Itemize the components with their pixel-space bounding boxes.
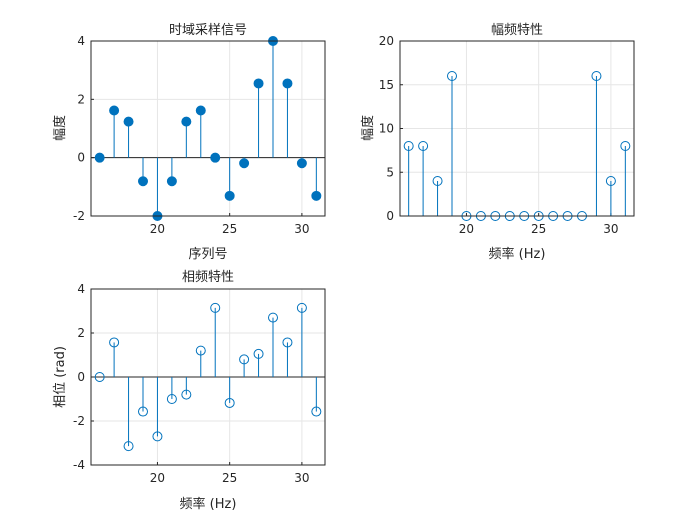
- stem-marker: [123, 441, 134, 452]
- axes-box: [90, 40, 326, 217]
- stem-marker: [224, 190, 235, 201]
- stem-marker: [591, 71, 602, 81]
- stem-marker: [195, 105, 206, 116]
- chart-time-domain: 时域采样信号 序列号 幅度 20 25 30 -2 0 2 4: [52, 23, 326, 262]
- stem-marker: [109, 337, 120, 348]
- x-tick-label: 25: [222, 471, 237, 485]
- stem-marker: [432, 176, 443, 186]
- stem-marker: [123, 116, 134, 127]
- y-tick-label: 4: [77, 282, 85, 296]
- y-tick-label: 2: [77, 326, 85, 340]
- stem-marker: [282, 78, 293, 89]
- y-tick-label: -2: [73, 414, 85, 428]
- stem-marker: [418, 141, 429, 151]
- stem-marker: [94, 372, 105, 382]
- y-axis-label: 幅度: [52, 115, 68, 141]
- stem-marker: [311, 190, 322, 201]
- stem-marker: [403, 141, 414, 151]
- stem-marker: [268, 312, 278, 323]
- x-tick-label: 25: [222, 222, 237, 236]
- x-tick-label: 25: [531, 222, 546, 236]
- y-tick-label: 0: [77, 151, 85, 165]
- y-tick-label: -4: [73, 458, 85, 472]
- x-axis-label: 频率 (Hz): [489, 246, 546, 262]
- chart-magnitude: 幅频特性 频率 (Hz) 幅度 20 25 30 0 5 10 15 20: [360, 23, 635, 262]
- y-tick-label: 20: [379, 34, 394, 48]
- stem-marker: [109, 105, 120, 116]
- y-tick-label: 0: [77, 370, 85, 384]
- stem-marker: [620, 141, 631, 151]
- stem-marker: [166, 394, 177, 404]
- stem-marker: [94, 152, 105, 163]
- chart-title: 幅频特性: [491, 23, 543, 38]
- stem-marker: [138, 406, 148, 417]
- stem-marker: [239, 158, 250, 169]
- stem-marker: [296, 302, 307, 313]
- x-tick-label: 30: [294, 471, 309, 485]
- stem-marker: [296, 158, 307, 169]
- stem-marker: [138, 176, 148, 187]
- chart-title: 时域采样信号: [169, 23, 247, 38]
- stem-marker: [152, 431, 163, 442]
- stem-marker: [447, 71, 457, 81]
- axes-box: [399, 40, 635, 217]
- y-tick-label: 2: [77, 92, 85, 106]
- stem-marker: [210, 152, 221, 163]
- stem-marker: [195, 345, 206, 356]
- x-tick-label: 20: [150, 471, 165, 485]
- y-tick-label: 5: [386, 165, 394, 179]
- stem-marker: [282, 337, 293, 348]
- stem-marker: [181, 116, 192, 127]
- stem-marker: [253, 78, 264, 89]
- stem-marker: [181, 389, 192, 400]
- stem-marker: [239, 354, 250, 365]
- chart-phase: 相频特性 频率 (Hz) 相位 (rad) 20 25 30 -4 -2 0 2 4: [53, 270, 326, 512]
- axes-box: [90, 288, 326, 466]
- chart-title: 相频特性: [182, 270, 234, 285]
- y-tick-label: 10: [379, 122, 394, 136]
- x-axis-label: 频率 (Hz): [180, 496, 237, 512]
- stem-marker: [210, 302, 221, 313]
- x-tick-label: 30: [294, 222, 309, 236]
- y-tick-label: 4: [77, 34, 85, 48]
- y-axis-label: 相位 (rad): [53, 346, 68, 408]
- x-tick-label: 20: [150, 222, 165, 236]
- stem-marker: [311, 406, 322, 417]
- stem-marker: [605, 176, 616, 186]
- x-tick-label: 30: [603, 222, 618, 236]
- x-axis-label: 序列号: [188, 247, 227, 262]
- y-axis-label: 幅度: [360, 115, 376, 141]
- stem-marker: [166, 176, 177, 187]
- stem-marker: [253, 348, 264, 359]
- stem-marker: [224, 397, 235, 408]
- y-tick-label: 0: [386, 209, 394, 223]
- y-tick-label: -2: [73, 209, 85, 223]
- x-tick-label: 20: [459, 222, 474, 236]
- y-tick-label: 15: [379, 78, 394, 92]
